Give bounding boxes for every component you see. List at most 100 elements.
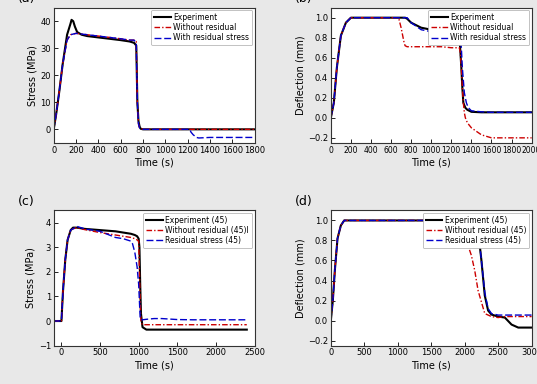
- Experiment: [408, 20, 415, 25]
- With residual stress: [418, 27, 424, 32]
- Experiment (45): [244, 327, 250, 332]
- Line: Without residual: Without residual: [54, 33, 255, 129]
- With residual stress: [459, 65, 466, 70]
- Line: Experiment (45): Experiment (45): [54, 228, 247, 329]
- Without residual (45)I: [128, 235, 134, 240]
- Experiment: [448, 30, 454, 35]
- Without residual (45)I: [244, 323, 250, 327]
- Residual stress (45): [97, 229, 103, 233]
- Residual stress (45): [82, 227, 88, 231]
- Without residual (45): [528, 314, 535, 319]
- Legend: Experiment (45), Without residual (45)I, Residual stress (45): Experiment (45), Without residual (45)I,…: [143, 213, 252, 248]
- Experiment: [509, 110, 515, 114]
- Experiment: [137, 126, 144, 131]
- With residual stress: [135, 122, 142, 126]
- Without residual: [358, 15, 364, 20]
- Without residual (45)I: [138, 320, 144, 324]
- Without residual (45): [515, 314, 521, 319]
- With residual stress: [461, 91, 468, 95]
- With residual stress: [333, 65, 340, 70]
- Without residual: [438, 45, 445, 49]
- With residual stress: [343, 20, 349, 25]
- Without residual: [388, 15, 394, 20]
- Residual stress (45): [228, 318, 235, 322]
- X-axis label: Time (s): Time (s): [411, 360, 451, 370]
- Without residual: [133, 39, 140, 44]
- Experiment: [456, 32, 462, 37]
- Without residual: [338, 33, 344, 38]
- With residual stress: [358, 15, 364, 20]
- Experiment: [368, 15, 374, 20]
- Experiment (45): [338, 223, 344, 228]
- Experiment (45): [395, 218, 401, 223]
- Without residual (45): [471, 268, 478, 273]
- Without residual (45): [475, 288, 481, 293]
- Experiment (45): [136, 245, 143, 250]
- Experiment (45): [485, 308, 491, 313]
- Experiment (45): [471, 220, 478, 225]
- Experiment (45): [139, 325, 146, 329]
- With residual stress: [331, 101, 337, 105]
- Legend: Experiment (45), Without residual (45), Residual stress (45): Experiment (45), Without residual (45), …: [423, 213, 529, 248]
- Experiment: [454, 31, 461, 36]
- With residual stress: [95, 34, 101, 38]
- Residual stress (45): [62, 257, 69, 262]
- Without residual (45)I: [64, 238, 71, 242]
- Experiment (45): [128, 232, 134, 236]
- Without residual: [207, 127, 213, 132]
- With residual stress: [438, 30, 445, 35]
- Experiment (45): [112, 229, 119, 233]
- Experiment: [229, 127, 235, 132]
- Experiment (45): [434, 218, 441, 223]
- Experiment: [134, 100, 141, 104]
- Without residual: [464, 121, 470, 125]
- With residual stress: [388, 15, 394, 20]
- Experiment: [400, 15, 407, 20]
- Without residual (45)I: [60, 289, 66, 294]
- Without residual (45)I: [205, 323, 212, 327]
- Experiment: [56, 89, 62, 94]
- Without residual: [240, 127, 246, 132]
- With residual stress: [328, 116, 334, 120]
- Experiment (45): [461, 218, 468, 223]
- Without residual (45): [465, 243, 471, 248]
- Y-axis label: Deflection (mm): Deflection (mm): [295, 35, 305, 115]
- Experiment (45): [205, 327, 212, 332]
- Residual stress (45): [205, 318, 212, 322]
- Residual stress (45): [495, 313, 502, 317]
- Without residual: [173, 127, 180, 132]
- With residual stress: [67, 32, 74, 37]
- With residual stress: [118, 36, 124, 41]
- Without residual: [457, 50, 463, 55]
- Experiment: [528, 110, 535, 114]
- Without residual: [343, 20, 349, 25]
- Experiment: [70, 19, 76, 23]
- Experiment (45): [135, 237, 142, 241]
- Experiment (45): [137, 282, 143, 286]
- With residual stress: [229, 135, 235, 140]
- Residual stress (45): [132, 250, 138, 255]
- Residual stress (45): [60, 289, 66, 294]
- Experiment: [338, 33, 344, 38]
- With residual stress: [73, 31, 79, 36]
- Experiment: [131, 41, 137, 45]
- Experiment: [378, 15, 384, 20]
- Text: (b): (b): [295, 0, 313, 5]
- Without residual: [84, 32, 90, 37]
- Experiment (45): [482, 293, 488, 298]
- Experiment (45): [332, 268, 338, 273]
- Without residual: [396, 17, 402, 22]
- Residual stress (45): [335, 236, 341, 241]
- Experiment: [133, 43, 140, 48]
- Without residual: [162, 127, 169, 132]
- Experiment (45): [138, 311, 144, 316]
- Experiment: [136, 124, 143, 129]
- Without residual: [64, 38, 70, 42]
- Without residual: [398, 25, 404, 30]
- Without residual: [368, 15, 374, 20]
- Residual stress (45): [328, 318, 334, 323]
- Experiment (45): [62, 257, 69, 262]
- Without residual (45)I: [158, 323, 165, 327]
- Residual stress (45): [515, 313, 521, 317]
- Experiment (45): [60, 289, 66, 294]
